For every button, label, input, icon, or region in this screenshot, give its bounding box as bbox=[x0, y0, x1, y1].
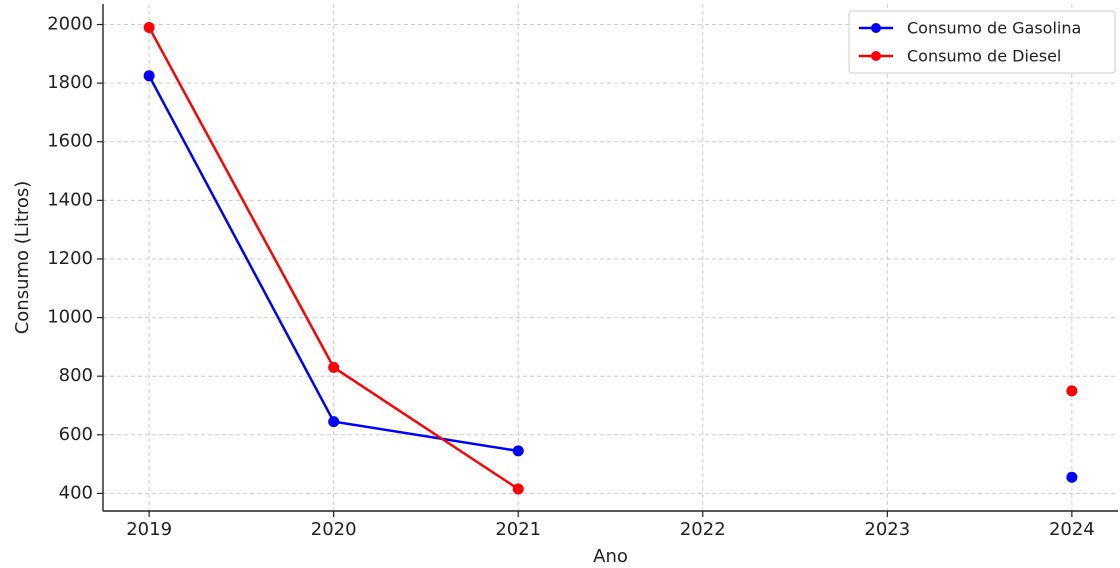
axes: 2019 2020 2021 2022 2023 2024 400 600 800 1000 120… bbox=[47, 4, 1118, 540]
x-tick-label: 2021 bbox=[495, 519, 541, 540]
legend-label-diesel: Consumo de Diesel bbox=[907, 47, 1061, 66]
legend-label-gasolina: Consumo de Gasolina bbox=[907, 19, 1081, 38]
legend-marker-diesel bbox=[871, 51, 881, 61]
data-point-gasolina bbox=[512, 445, 524, 457]
data-point-gasolina bbox=[1066, 471, 1078, 483]
legend-marker-gasolina bbox=[871, 23, 881, 33]
x-tick-label: 2023 bbox=[864, 519, 910, 540]
legend-entry-gasolina: Consumo de Gasolina bbox=[859, 19, 1081, 38]
data-point-diesel bbox=[1066, 385, 1078, 397]
y-tick-label: 1400 bbox=[47, 189, 93, 210]
legend-box bbox=[848, 10, 1116, 74]
y-tick-label: 600 bbox=[59, 424, 93, 445]
data-point-diesel bbox=[143, 21, 155, 33]
data-point-gasolina bbox=[328, 416, 340, 428]
y-tick-label: 400 bbox=[59, 482, 93, 503]
x-tick-label: 2020 bbox=[311, 519, 357, 540]
data-point-diesel bbox=[328, 361, 340, 373]
y-tick-label: 800 bbox=[59, 365, 93, 386]
legend-entry-diesel: Consumo de Diesel bbox=[859, 47, 1061, 66]
x-axis-title: Ano bbox=[593, 546, 628, 567]
x-tick-label: 2019 bbox=[126, 519, 172, 540]
y-tick-label: 1600 bbox=[47, 131, 93, 152]
y-tick-label: 1000 bbox=[47, 307, 93, 328]
y-axis-title: Consumo (Litros) bbox=[12, 181, 33, 335]
plot-series bbox=[143, 21, 1078, 495]
y-tick-label: 1800 bbox=[47, 72, 93, 93]
data-point-gasolina bbox=[143, 70, 155, 82]
y-tick-label: 1200 bbox=[47, 248, 93, 269]
grid bbox=[103, 4, 1118, 511]
y-tick-label: 2000 bbox=[47, 14, 93, 35]
x-tick-label: 2022 bbox=[680, 519, 726, 540]
legend: Consumo de Gasolina Consumo de Diesel bbox=[848, 10, 1116, 74]
data-point-diesel bbox=[512, 483, 524, 495]
x-tick-label: 2024 bbox=[1049, 519, 1095, 540]
